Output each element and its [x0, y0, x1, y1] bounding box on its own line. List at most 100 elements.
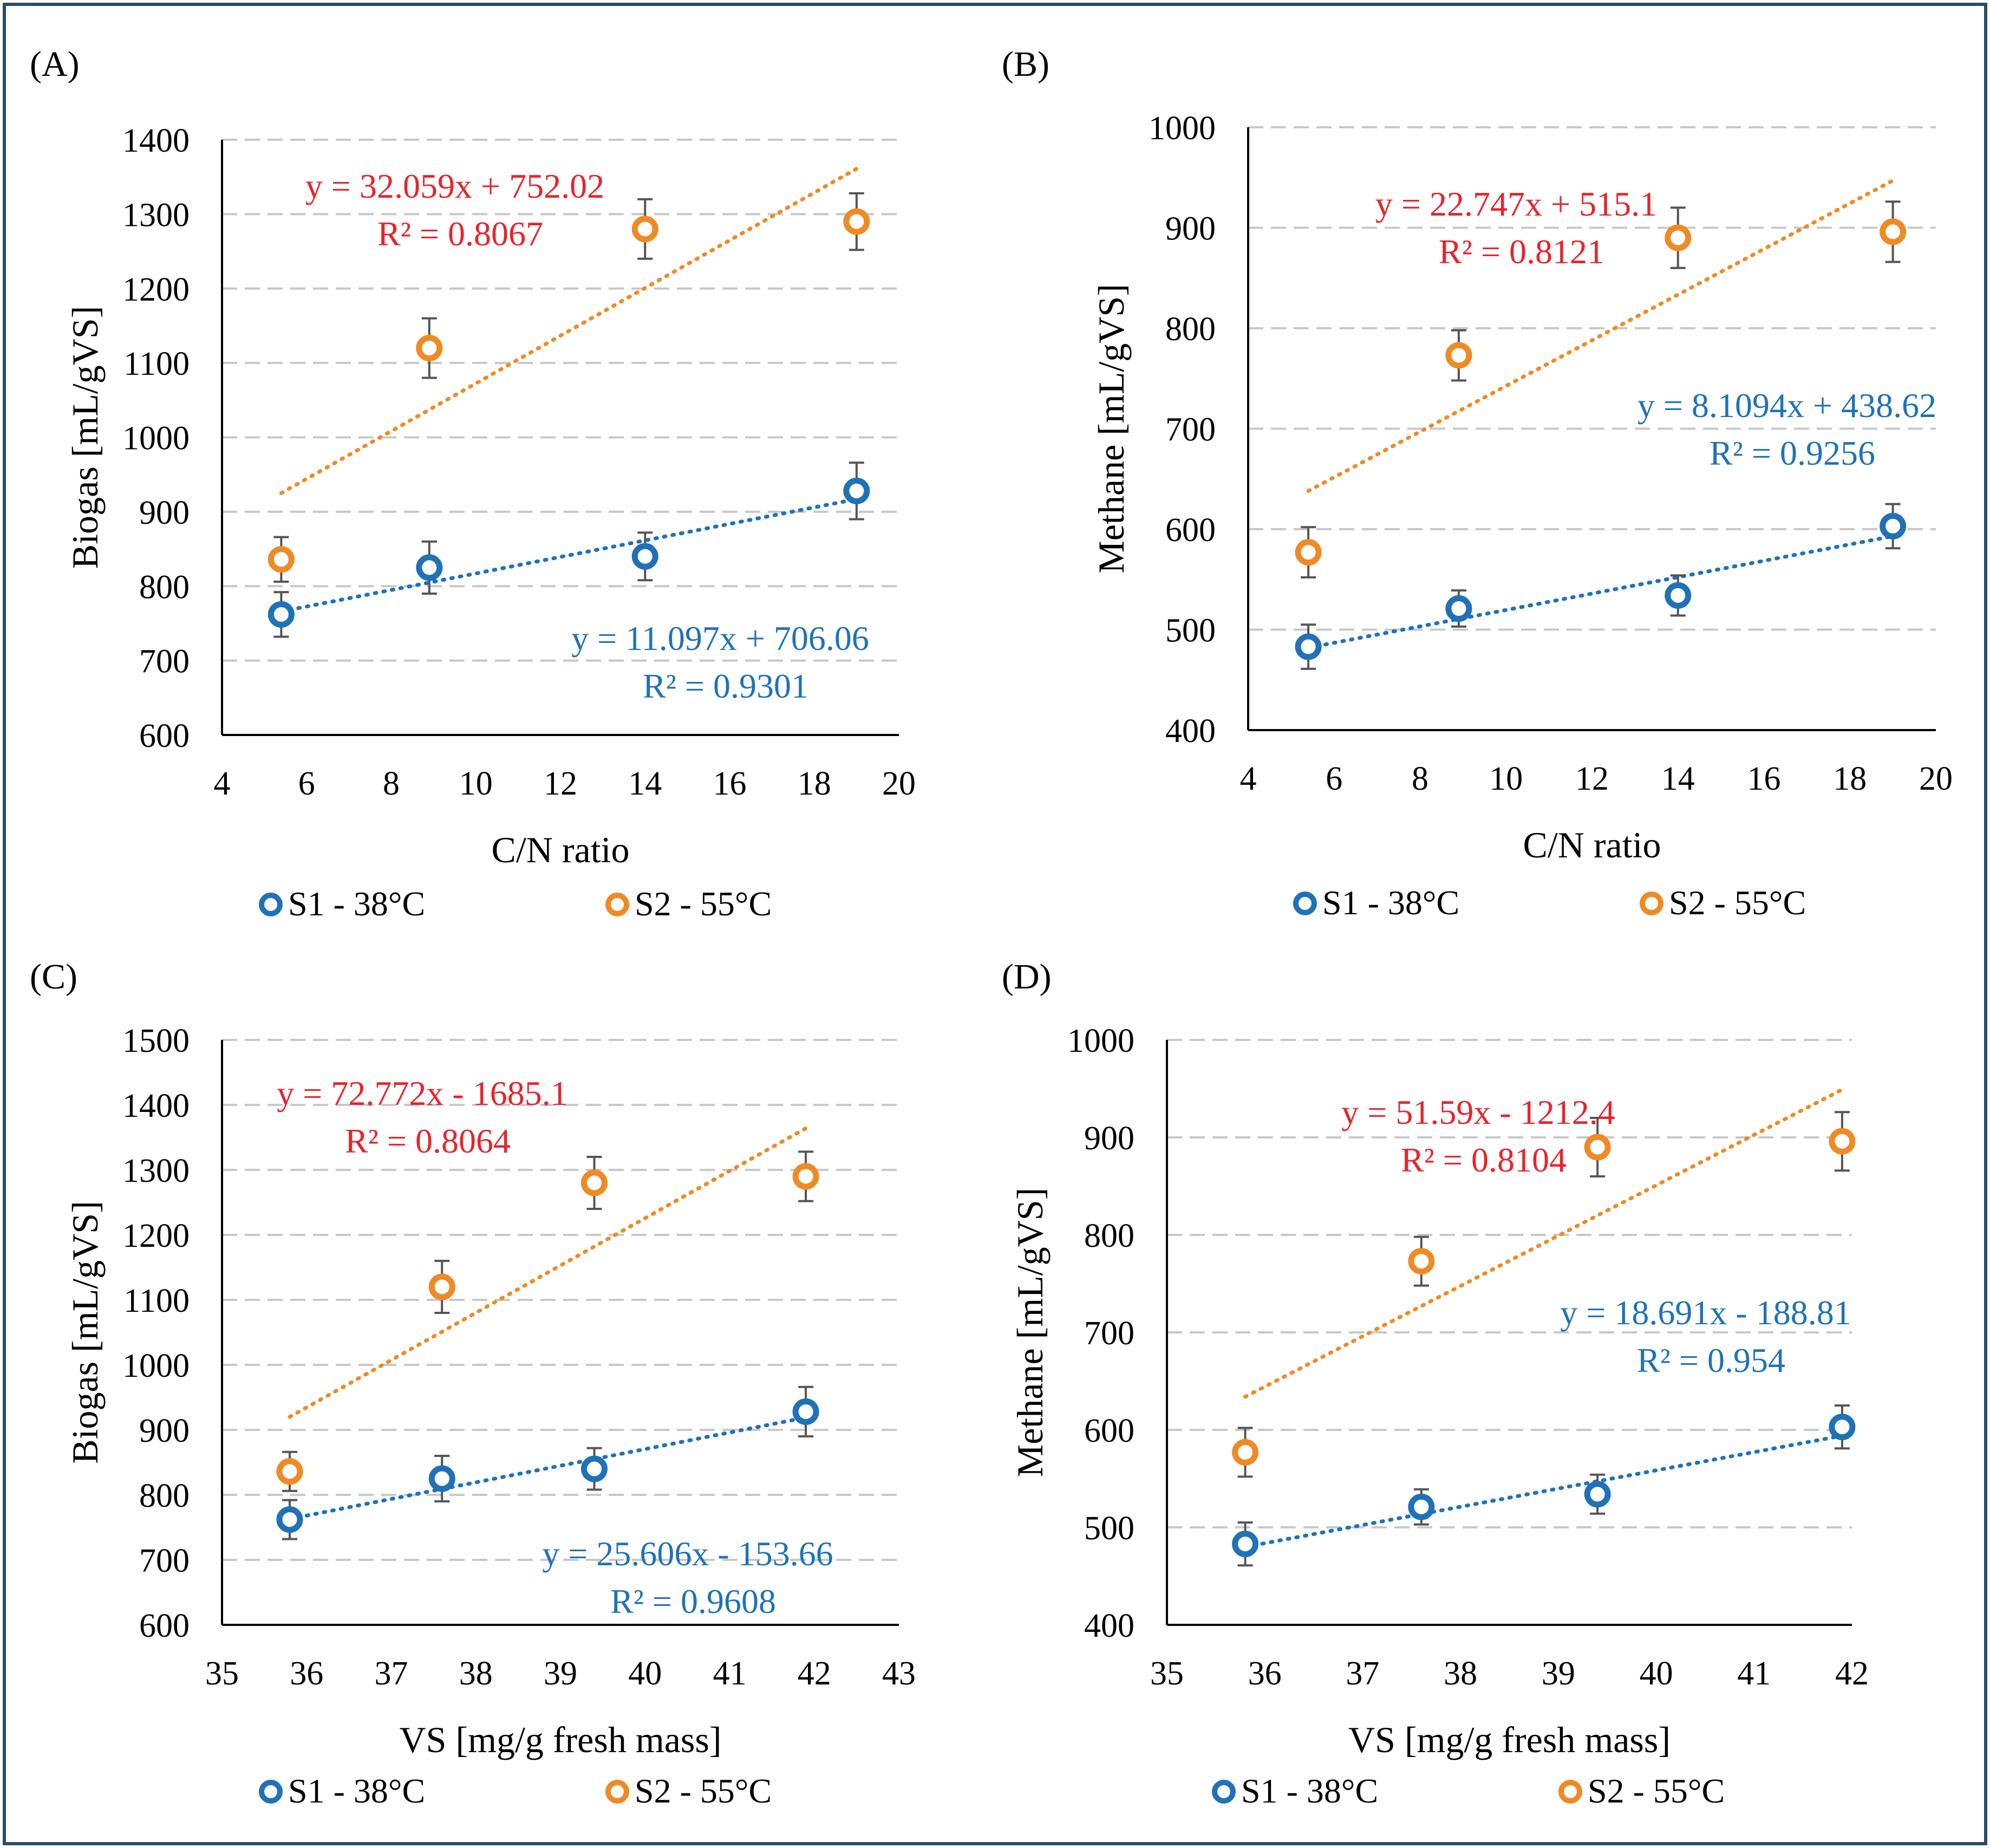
x-tick-label: 10: [459, 765, 493, 802]
y-axis-title: Methane [mL/gVS]: [1009, 1188, 1051, 1477]
y-tick-label: 1300: [122, 197, 190, 233]
trend-equation-s2: y = 51.59x - 1212.4: [1341, 1093, 1615, 1131]
panel-label: (D): [1002, 957, 1052, 997]
legend-marker-s1: [259, 893, 283, 916]
y-tick-label: 400: [1084, 1608, 1134, 1644]
x-tick-label: 38: [1444, 1655, 1477, 1692]
chart-panel-d: (D) 400 500 600 700 800 900 1000 35 36 37 38 39 40 41 4…: [1002, 957, 1869, 1810]
data-point-s2: [1665, 224, 1692, 251]
x-tick-label: 16: [713, 765, 747, 802]
chart-panel-a: (A) 600 700 800 900 1000 1100 1200 1300 1400 4 6 8 10…: [30, 44, 916, 923]
data-point-s2: [267, 546, 295, 573]
x-tick-label: 18: [1833, 760, 1867, 797]
trend-r2-s2: R² = 0.8067: [377, 214, 543, 253]
data-point-s1: [843, 477, 870, 504]
x-tick-label: 18: [798, 765, 831, 802]
data-point-s1: [1295, 633, 1322, 660]
x-axis-title: C/N ratio: [1523, 824, 1661, 866]
y-tick-label: 1200: [122, 271, 190, 308]
data-point-s1: [1584, 1481, 1611, 1508]
y-tick-label: 1500: [122, 1023, 190, 1059]
data-point-s1: [1665, 582, 1692, 609]
y-tick-label: 400: [1165, 713, 1216, 750]
x-tick-label: 41: [1737, 1655, 1771, 1692]
y-tick-label: 1000: [122, 1348, 190, 1384]
data-point-s2: [843, 208, 870, 235]
data-point-s1: [792, 1398, 819, 1425]
y-tick-label: 1300: [122, 1153, 190, 1189]
data-point-s2: [631, 216, 658, 243]
trend-r2-s1: R² = 0.9301: [643, 667, 808, 705]
y-tick-label: 800: [1165, 311, 1216, 348]
chart-panel-b: (B) 400 500 600 700 800 900 1000 4 6 8 10 12 14 16 18 20…: [1002, 44, 1953, 922]
data-point-s2: [1408, 1248, 1435, 1275]
x-tick-label: 43: [882, 1655, 916, 1692]
trend-r2-s1: R² = 0.9256: [1710, 434, 1875, 472]
legend-marker-s2: [1558, 1780, 1582, 1804]
x-tick-label: 36: [1248, 1655, 1282, 1692]
y-tick-label: 700: [139, 1543, 190, 1579]
x-axis-title: VS [mg/g fresh mass]: [1348, 1719, 1671, 1760]
data-point-s1: [631, 543, 658, 570]
x-tick-label: 12: [1575, 760, 1609, 797]
x-tick-label: 42: [1835, 1655, 1869, 1692]
x-tick-label: 10: [1489, 760, 1523, 797]
y-tick-label: 1000: [1067, 1023, 1134, 1059]
legend-marker-s2: [605, 893, 629, 916]
panel-label: (C): [30, 957, 77, 997]
x-tick-label: 8: [383, 765, 400, 802]
y-tick-label: 900: [1084, 1120, 1134, 1157]
x-tick-label: 40: [1640, 1655, 1673, 1692]
data-point-s1: [581, 1455, 608, 1482]
x-tick-label: 42: [798, 1655, 831, 1692]
y-tick-label: 1200: [122, 1218, 190, 1254]
x-tick-label: 37: [375, 1655, 408, 1692]
y-tick-label: 600: [139, 1608, 190, 1644]
x-tick-label: 20: [1919, 760, 1953, 797]
y-tick-label: 700: [1165, 412, 1216, 448]
x-tick-label: 16: [1747, 760, 1781, 797]
x-tick-label: 8: [1412, 760, 1428, 797]
y-tick-label: 1400: [122, 122, 190, 159]
data-point-s1: [1880, 512, 1907, 539]
y-tick-label: 900: [139, 494, 190, 531]
legend-marker-s1: [259, 1780, 283, 1804]
y-tick-label: 600: [1165, 512, 1216, 549]
legend-label: S1 - 38°C: [288, 1772, 425, 1810]
data-point-s2: [428, 1273, 455, 1300]
trend-r2-s2: R² = 0.8064: [345, 1122, 511, 1160]
data-point-s1: [267, 601, 295, 628]
legend-label: S2 - 55°C: [1588, 1772, 1725, 1810]
trendline-s1: [1243, 1434, 1844, 1549]
x-axis-title: VS [mg/g fresh mass]: [400, 1719, 722, 1760]
data-point-s1: [276, 1506, 303, 1533]
data-point-s2: [1829, 1128, 1856, 1155]
x-tick-label: 4: [214, 765, 231, 802]
trendline-s2: [1306, 178, 1895, 493]
data-point-s1: [1408, 1493, 1435, 1520]
x-tick-label: 39: [1542, 1655, 1575, 1692]
x-tick-label: 40: [628, 1655, 662, 1692]
y-tick-label: 1100: [123, 346, 190, 382]
data-point-s2: [1232, 1439, 1259, 1466]
chart-panel-c: (C) 600 700 800 900 1000 1100 1200 1300 1400 1500 3…: [30, 957, 916, 1810]
y-axis-title: Methane [mL/gVS]: [1091, 284, 1132, 573]
y-tick-label: 800: [139, 569, 190, 606]
legend-label: S2 - 55°C: [635, 884, 772, 923]
x-tick-label: 6: [1326, 760, 1342, 797]
trendline-s1: [288, 1415, 808, 1521]
trend-equation-s2: y = 72.772x - 1685.1: [277, 1074, 567, 1112]
y-tick-label: 500: [1165, 613, 1216, 649]
data-point-s1: [428, 1465, 455, 1492]
x-tick-label: 38: [459, 1655, 493, 1692]
y-tick-label: 800: [139, 1478, 190, 1514]
x-tick-label: 36: [290, 1655, 323, 1692]
data-point-s1: [1829, 1414, 1856, 1441]
x-tick-label: 35: [205, 1655, 239, 1692]
y-tick-label: 500: [1084, 1510, 1134, 1547]
x-tick-label: 4: [1240, 760, 1257, 797]
x-tick-label: 6: [298, 765, 315, 802]
trend-r2-s2: R² = 0.8121: [1439, 232, 1604, 271]
x-tick-label: 37: [1346, 1655, 1379, 1692]
trend-equation-s1: y = 18.691x - 188.81: [1560, 1293, 1851, 1332]
